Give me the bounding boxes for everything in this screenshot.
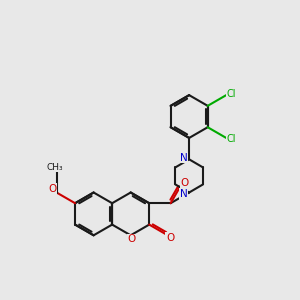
Text: O: O (127, 234, 135, 244)
Text: CH₃: CH₃ (47, 163, 63, 172)
Text: O: O (181, 178, 189, 188)
Text: Cl: Cl (227, 88, 236, 99)
Text: O: O (166, 233, 174, 243)
Text: N: N (180, 189, 188, 199)
Text: O: O (49, 184, 57, 194)
Text: Cl: Cl (227, 134, 236, 144)
Text: N: N (180, 153, 188, 163)
